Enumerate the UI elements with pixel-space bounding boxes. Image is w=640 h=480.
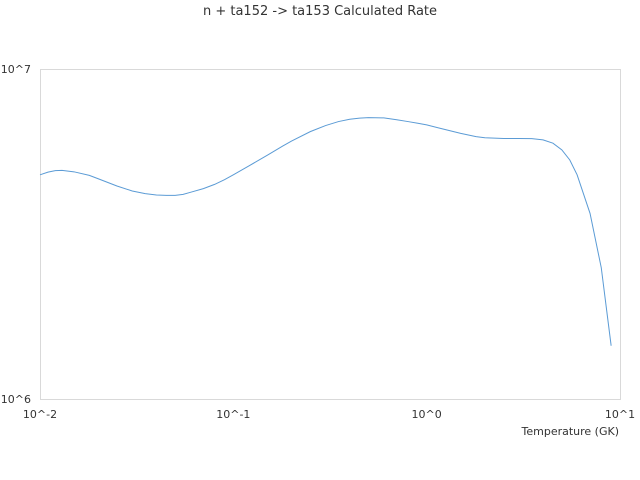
x-axis-label: Temperature (GK) xyxy=(521,425,620,438)
y-tick-label: 10^6 xyxy=(1,393,31,406)
plot-area-frame xyxy=(40,69,621,400)
x-tick-label: 10^-2 xyxy=(23,408,57,421)
x-tick-label: 10^1 xyxy=(605,408,635,421)
series-line xyxy=(39,117,612,346)
x-tick-label: 10^0 xyxy=(412,408,442,421)
chart-title: n + ta152 -> ta153 Calculated Rate xyxy=(202,4,438,19)
y-tick-label: 10^7 xyxy=(1,63,31,76)
x-tick-label: 10^-1 xyxy=(216,408,250,421)
